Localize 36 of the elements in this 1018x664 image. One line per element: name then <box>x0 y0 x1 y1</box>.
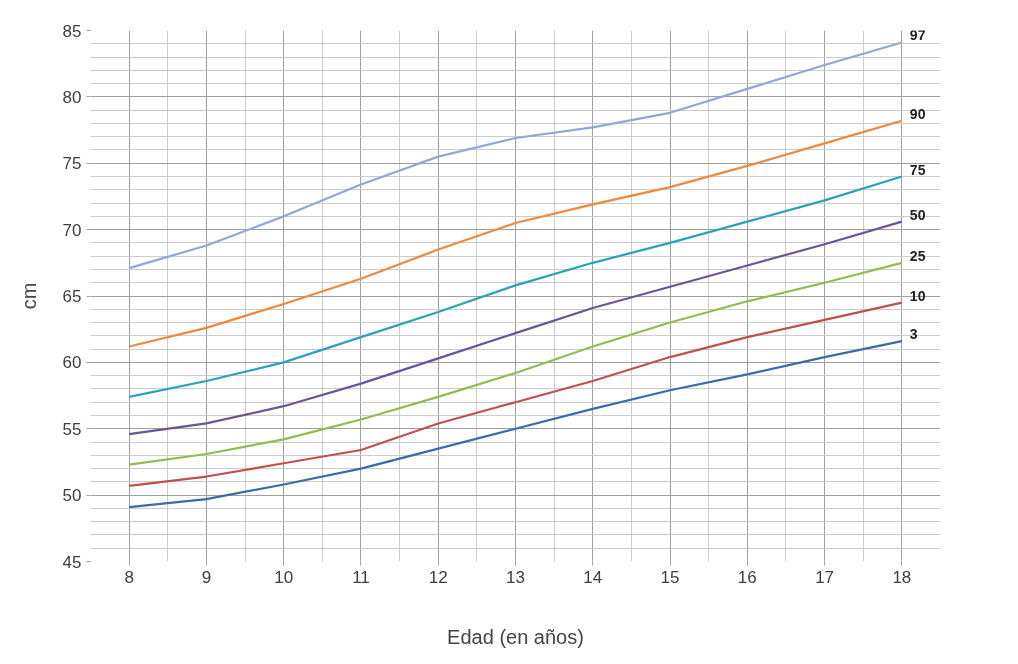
x-tick-label: 18 <box>892 567 912 587</box>
y-tick-label: 45 <box>62 552 82 572</box>
line-series <box>128 301 903 487</box>
x-tick-label: 14 <box>583 567 603 587</box>
series-label: 97 <box>909 27 926 44</box>
x-axis-title: Edad (en años) <box>447 625 584 648</box>
x-tick-label: 12 <box>428 567 448 587</box>
y-tick-label: 55 <box>62 419 82 439</box>
series-label: 3 <box>909 326 918 343</box>
x-tick-label: 15 <box>660 567 680 587</box>
series-label: 25 <box>909 247 926 264</box>
y-tick-label: 80 <box>62 87 82 107</box>
series-label: 50 <box>909 206 926 223</box>
y-tick-label: 60 <box>62 353 82 373</box>
x-tick-label: 13 <box>506 567 525 587</box>
line-series <box>128 340 903 509</box>
line-series <box>128 175 903 398</box>
x-tick-label: 17 <box>815 567 835 587</box>
line-series <box>128 119 903 348</box>
x-tick-label: 16 <box>737 567 757 587</box>
line-series <box>128 220 903 436</box>
y-tick-label: 50 <box>62 486 82 506</box>
x-tick-label: 8 <box>124 567 134 587</box>
series-label: 75 <box>909 161 926 178</box>
y-tick-label: 65 <box>62 287 82 306</box>
series-label: 10 <box>909 287 926 304</box>
y-tick-label: 75 <box>62 154 82 174</box>
x-tick-label: 10 <box>274 567 294 587</box>
x-tick-label: 9 <box>201 567 212 587</box>
y-tick-label: 70 <box>62 220 82 240</box>
y-tick-label: 85 <box>62 21 82 41</box>
line-series <box>128 41 903 270</box>
x-tick-label: 11 <box>352 567 370 587</box>
series-label: 90 <box>909 105 926 122</box>
line-series <box>128 261 903 466</box>
y-axis-title: cm <box>17 282 40 310</box>
